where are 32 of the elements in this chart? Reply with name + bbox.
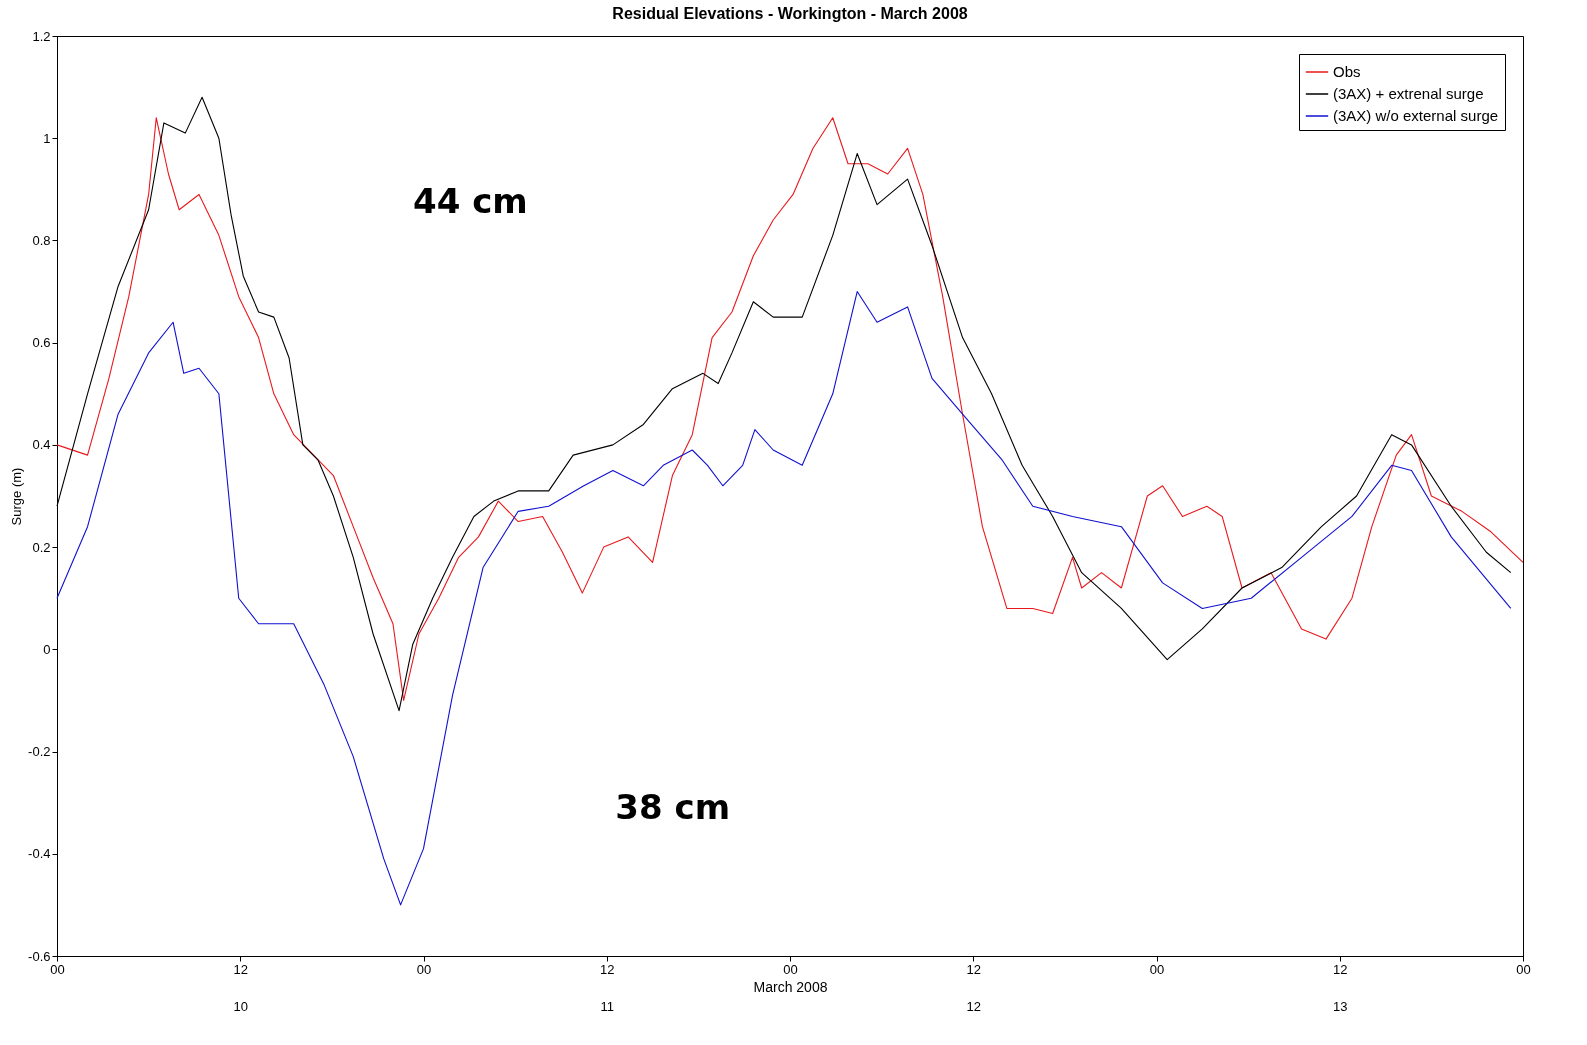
x-tick-label: 00 — [1149, 961, 1165, 977]
x-tick-label: 00 — [416, 961, 432, 977]
y-tick-label: 0 — [43, 641, 51, 657]
x-tick-label: 12 — [600, 961, 615, 977]
line-series — [56, 291, 1512, 906]
y-tick-label: 0.4 — [32, 437, 51, 453]
x-tick-label: 12 — [233, 961, 248, 977]
legend-label: (3AX) + extrenal surge — [1333, 85, 1484, 102]
x-tick-label: 00 — [783, 961, 798, 977]
x-tick-label: 12 — [966, 961, 981, 977]
x-tick-label: 00 — [50, 961, 65, 977]
y-tick-label: -0.6 — [28, 948, 51, 964]
y-tick-label: -0.4 — [28, 846, 51, 862]
annotation: 44 cm — [413, 181, 528, 222]
y-tick-label: 1 — [43, 130, 51, 146]
y-axis-title: Surge (m) — [9, 467, 25, 526]
y-tick-label: -0.2 — [28, 744, 51, 760]
y-tick-label: 0.2 — [32, 539, 51, 555]
y-tick-label: 1.2 — [32, 28, 51, 44]
legend-label: Obs — [1333, 63, 1361, 80]
x-axis-title: March 2008 — [753, 978, 828, 995]
chart-title: Residual Elevations - Workington - March 2008 — [612, 5, 968, 22]
x2-tick-label: 13 — [1333, 998, 1348, 1014]
legend-label: (3AX) w/o external surge — [1333, 107, 1499, 124]
annotation: 38 cm — [615, 786, 731, 827]
x-tick-label: 00 — [1516, 961, 1531, 977]
x2-tick-label: 12 — [966, 998, 981, 1014]
x2-tick-label: 10 — [233, 998, 248, 1014]
x-tick-label: 12 — [1333, 961, 1348, 977]
x2-tick-label: 11 — [600, 998, 614, 1014]
y-tick-label: 0.8 — [32, 232, 51, 248]
y-tick-label: 0.6 — [32, 335, 51, 351]
